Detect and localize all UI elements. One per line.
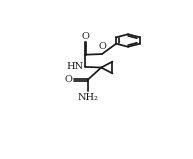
- Text: NH₂: NH₂: [77, 93, 98, 102]
- Text: O: O: [65, 75, 73, 84]
- Text: HN: HN: [67, 62, 84, 71]
- Text: O: O: [82, 32, 89, 41]
- Text: O: O: [99, 42, 107, 51]
